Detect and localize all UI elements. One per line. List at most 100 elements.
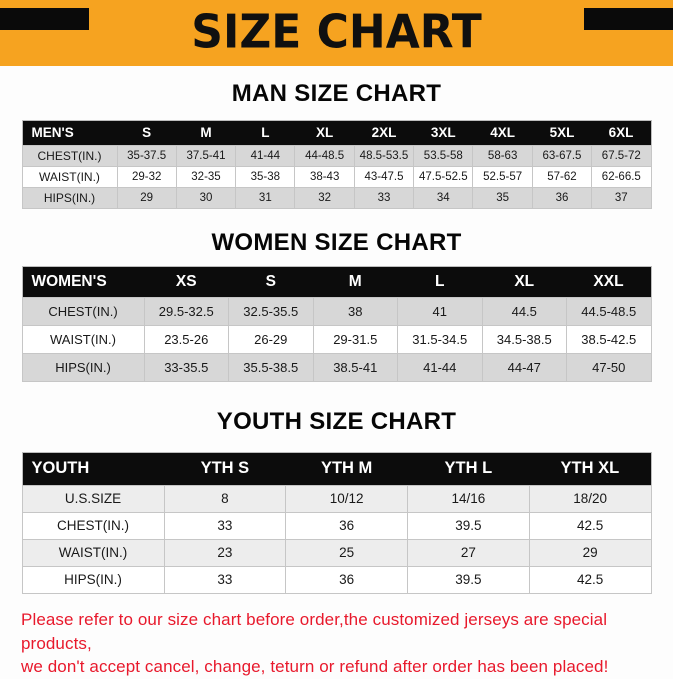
value-cell: 67.5-72	[591, 144, 652, 167]
value-cell: 41-44	[397, 353, 483, 383]
man-section-heading: MAN SIZE CHART	[231, 80, 442, 107]
value-cell: 32	[294, 186, 355, 209]
value-cell: 38.5-41	[312, 353, 398, 383]
table-row: HIPS(IN.) 33-35.5 35.5-38.5 38.5-41 41-44 44-…	[21, 353, 652, 383]
row-label-cell: WAIST(IN.)	[21, 538, 165, 567]
table-row: WAIST(IN.) 29-32 32-35 35-38 38-43 43-47.5 47.…	[21, 165, 652, 188]
value-cell: 36	[285, 511, 408, 540]
value-cell: 8	[163, 484, 287, 513]
value-cell: 43-47.5	[353, 165, 415, 188]
table-row: U.S.SIZE 8 10/12 14/16 18/20	[21, 484, 652, 513]
value-cell: 10/12	[285, 484, 408, 513]
row-label-cell: HIPS(IN.)	[21, 186, 118, 209]
value-cell: 42.5	[528, 565, 652, 594]
size-header-cell: XL	[294, 120, 355, 146]
row-label-cell: U.S.SIZE	[21, 484, 165, 513]
value-cell: 35-37.5	[116, 144, 177, 167]
value-cell: 42.5	[528, 511, 652, 540]
table-row: WAIST(IN.) 23.5-26 26-29 29-31.5 31.5-34.5 34…	[21, 325, 652, 355]
banner-corner-right-decoration	[584, 8, 673, 30]
value-cell: 29-32	[116, 165, 177, 188]
youth-size-table: YOUTH YTH S YTH M YTH L YTH XL U.S.SIZE 8 10/12…	[21, 451, 652, 594]
table-title-cell: YOUTH	[22, 452, 164, 486]
row-label-cell: CHEST(IN.)	[21, 144, 118, 167]
value-cell: 41-44	[235, 144, 296, 167]
size-header-cell: XS	[144, 266, 229, 298]
value-cell: 32.5-35.5	[228, 297, 314, 327]
value-cell: 36	[531, 186, 593, 209]
value-cell: 25	[285, 538, 408, 567]
size-header-cell: YTH L	[407, 452, 530, 486]
size-header-cell: L	[235, 120, 295, 146]
value-cell: 26-29	[228, 325, 314, 355]
value-cell: 44-47	[481, 353, 567, 383]
size-header-cell: 6XL	[591, 120, 651, 146]
table-row: CHEST(IN.) 29.5-32.5 32.5-35.5 38 41 44.5 44.5…	[21, 297, 652, 327]
value-cell: 52.5-57	[472, 165, 533, 188]
value-cell: 48.5-53.5	[353, 144, 415, 167]
value-cell: 35.5-38.5	[228, 353, 314, 383]
table-title-cell: MEN'S	[22, 120, 117, 146]
value-cell: 14/16	[407, 484, 530, 513]
size-header-cell: XXL	[566, 266, 651, 298]
value-cell: 35	[472, 186, 533, 209]
value-cell: 33-35.5	[143, 353, 229, 383]
size-header-cell: YTH XL	[529, 452, 651, 486]
table-header-row: WOMEN'S XS S M L XL XXL	[22, 266, 651, 298]
size-header-cell: 2XL	[354, 120, 414, 146]
footer-note: Please refer to our size chart before or…	[21, 608, 673, 679]
size-header-cell: S	[117, 120, 177, 146]
value-cell: 38-43	[294, 165, 355, 188]
value-cell: 39.5	[407, 565, 530, 594]
value-cell: 33	[163, 565, 287, 594]
value-cell: 23	[163, 538, 287, 567]
value-cell: 29	[528, 538, 652, 567]
value-cell: 36	[285, 565, 408, 594]
value-cell: 38.5-42.5	[566, 325, 652, 355]
row-label-cell: HIPS(IN.)	[21, 565, 165, 594]
value-cell: 29.5-32.5	[143, 297, 229, 327]
size-header-cell: M	[176, 120, 236, 146]
row-label-cell: WAIST(IN.)	[21, 165, 118, 188]
value-cell: 37.5-41	[175, 144, 237, 167]
value-cell: 18/20	[528, 484, 652, 513]
value-cell: 63-67.5	[531, 144, 593, 167]
value-cell: 32-35	[175, 165, 237, 188]
value-cell: 62-66.5	[591, 165, 652, 188]
table-row: HIPS(IN.) 29 30 31 32 33 34 35 36 37	[21, 186, 652, 209]
footer-line-1: Please refer to our size chart before or…	[21, 609, 608, 653]
value-cell: 44.5	[481, 297, 567, 327]
size-header-cell: 4XL	[472, 120, 533, 146]
size-header-cell: L	[397, 266, 482, 298]
table-title-cell: WOMEN'S	[22, 266, 144, 298]
page-title: SIZE CHART	[191, 5, 482, 60]
value-cell: 31.5-34.5	[397, 325, 483, 355]
banner: SIZE CHART	[0, 0, 673, 66]
row-label-cell: CHEST(IN.)	[21, 297, 145, 327]
womens-size-table: WOMEN'S XS S M L XL XXL CHEST(IN.) 29.5-32.5 32.5…	[21, 266, 652, 383]
table-row: HIPS(IN.) 33 36 39.5 42.5	[21, 565, 652, 594]
table-row: CHEST(IN.) 33 36 39.5 42.5	[21, 511, 652, 540]
value-cell: 44-48.5	[294, 144, 355, 167]
value-cell: 38	[312, 297, 398, 327]
value-cell: 35-38	[235, 165, 296, 188]
value-cell: 31	[235, 186, 296, 209]
value-cell: 44.5-48.5	[566, 297, 652, 327]
value-cell: 23.5-26	[143, 325, 229, 355]
value-cell: 39.5	[407, 511, 530, 540]
value-cell: 33	[353, 186, 415, 209]
women-section-heading: WOMEN SIZE CHART	[211, 228, 462, 256]
size-header-cell: 3XL	[413, 120, 473, 146]
value-cell: 29	[116, 186, 177, 209]
value-cell: 34.5-38.5	[481, 325, 567, 355]
size-header-cell: S	[228, 266, 313, 298]
table-header-row: YOUTH YTH S YTH M YTH L YTH XL	[22, 452, 651, 486]
value-cell: 29-31.5	[312, 325, 398, 355]
size-header-cell: YTH S	[164, 452, 286, 486]
value-cell: 33	[163, 511, 287, 540]
value-cell: 58-63	[472, 144, 533, 167]
row-label-cell: HIPS(IN.)	[21, 353, 145, 383]
value-cell: 27	[407, 538, 530, 567]
table-header-row: MEN'S S M L XL 2XL 3XL 4XL 5XL 6XL	[22, 120, 651, 146]
row-label-cell: CHEST(IN.)	[21, 511, 165, 540]
